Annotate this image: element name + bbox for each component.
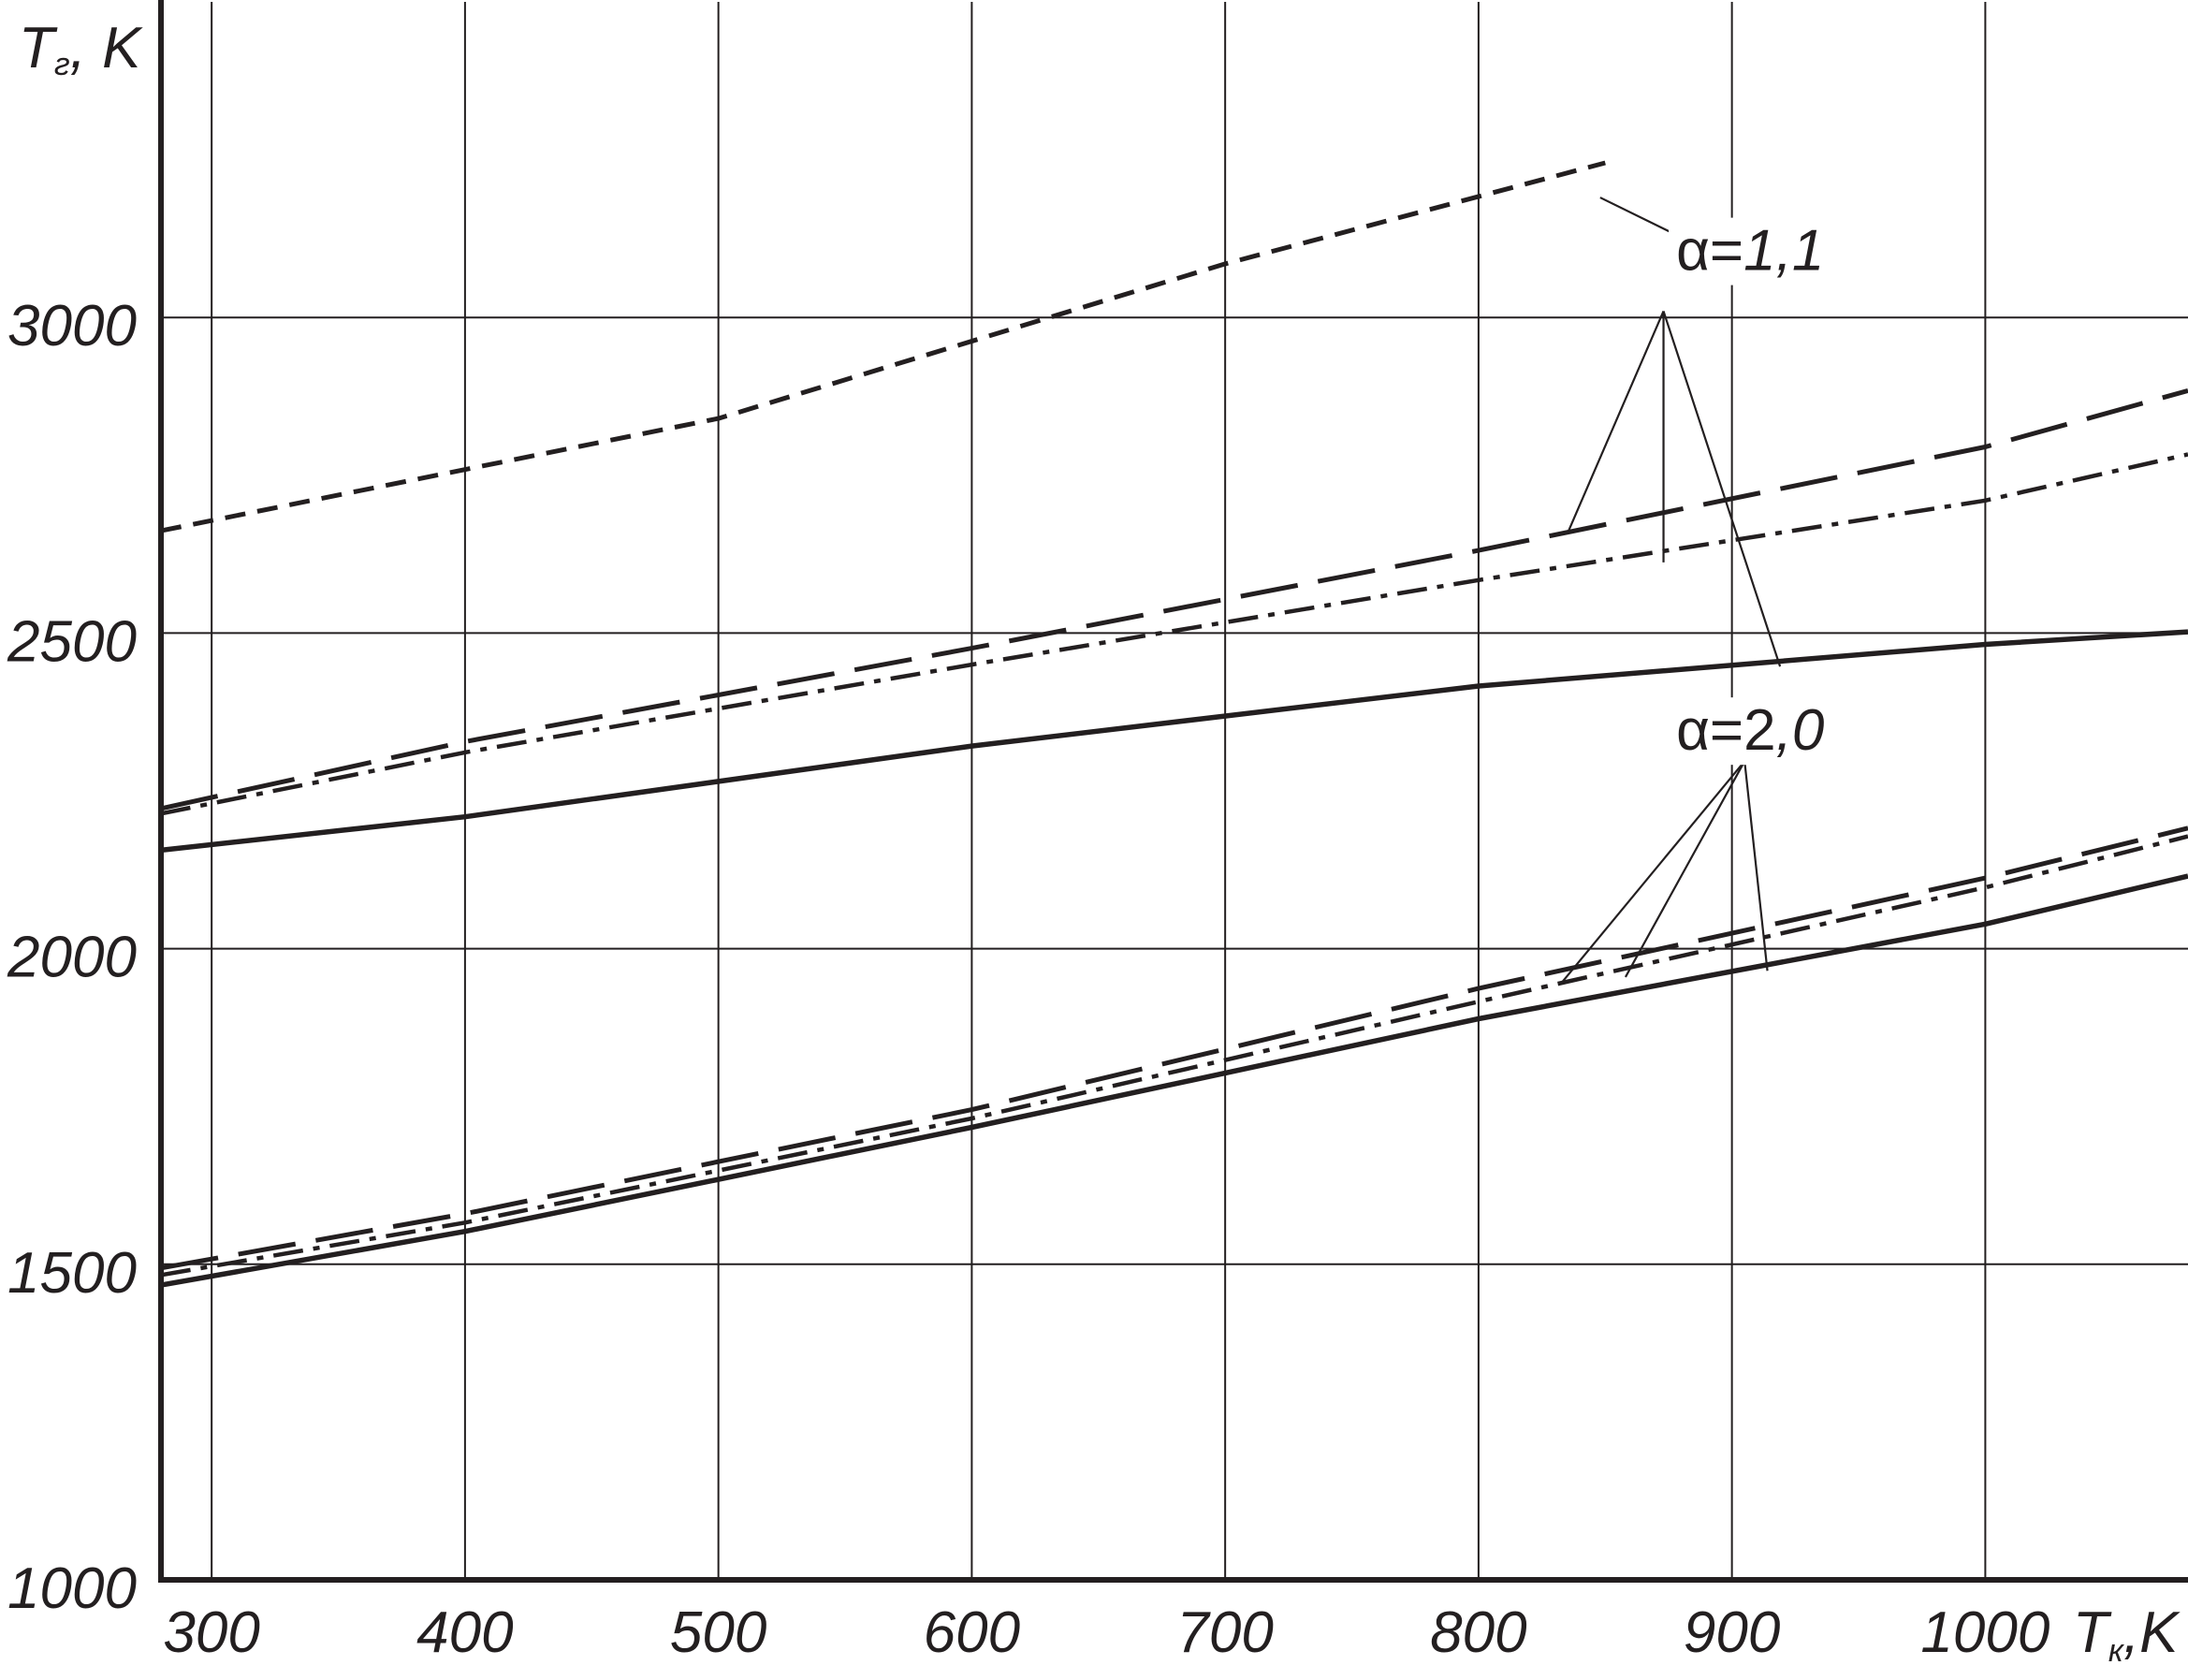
y-tick-label-3000: 3000 [7,294,137,358]
series-group [160,160,2188,1288]
y-axis-title-sub: г [54,47,70,82]
series-line-4-long-dash [160,825,2188,1271]
tick-labels: 300 400 500 600 700 800 900 1000 1000 1500 2000 250… [7,294,2049,1665]
y-tick-label-2500: 2500 [7,609,137,674]
x-axis-title: Tк,K [2073,1600,2181,1669]
x-tick-label-400: 400 [416,1600,513,1665]
annotation-label-bg-1 [1669,697,1861,766]
annotation-leader-1-1 [1624,760,1746,978]
x-tick-label-800: 800 [1430,1600,1526,1665]
annotation-label-0: α=1,1 [1676,219,1824,284]
y-tick-label-1500: 1500 [7,1241,137,1306]
series-line-5-dash-dot [160,834,2188,1278]
annotation-label-prefix-1: α=2 [1676,698,1776,763]
axes [158,0,2188,1583]
annotation-label-value-1: ,0 [1776,698,1825,763]
x-tick-label-600: 600 [924,1600,1020,1665]
x-tick-label-1000: 1000 [1920,1600,2049,1665]
annotation-leader-0-2 [1662,311,1782,667]
series-line-3-solid [160,629,2188,854]
annotation-label-bg-0 [1669,217,1861,285]
x-tick-label-500: 500 [670,1600,766,1665]
annotation-leader-1-2 [1743,761,1769,971]
annotation-label-value-0: 1,1 [1743,219,1824,284]
series-line-0-short-dash [160,160,1606,533]
annotation-leader-0-0 [1566,311,1665,534]
x-tick-label-700: 700 [1176,1600,1273,1665]
x-axis-title-sub: к [2108,1633,2125,1669]
annotation-label-prefix-0: α= [1676,219,1743,284]
series-line-2-dash-dot [160,452,2188,816]
x-tick-label-900: 900 [1684,1600,1780,1665]
y-axis-title-unit: , K [70,16,143,80]
series-line-1-long-dash [160,387,2188,811]
annotations-group: α=1,1 α=2,0 [1561,197,1861,984]
annotation-leader-1-0 [1561,760,1746,984]
y-axis-title-main: T [19,16,58,80]
y-tick-label-2000: 2000 [7,926,137,990]
y-axis-title: Tг, K [19,16,143,82]
y-tick-label-1000: 1000 [7,1556,137,1621]
annotation-label-1: α=2,0 [1676,698,1824,763]
x-tick-label-300: 300 [163,1600,259,1665]
x-axis-title-main: T [2073,1600,2112,1665]
x-axis-title-unit: ,K [2123,1600,2181,1665]
series-line-6-solid [160,873,2188,1288]
